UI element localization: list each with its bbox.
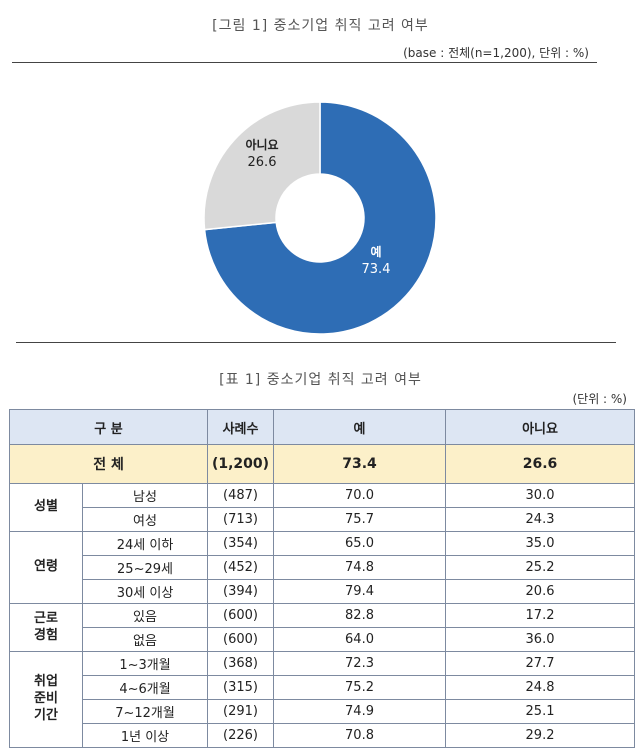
- slice-label-1: 아니요: [245, 137, 278, 152]
- row-category: 7~12개월: [81, 699, 209, 724]
- slice-label-0: 예: [370, 244, 381, 259]
- total-label: 전 체: [8, 444, 209, 484]
- row-no: 20.6: [445, 579, 636, 604]
- header-sample-size: 사례수: [207, 409, 275, 445]
- row-no: 25.2: [445, 555, 636, 580]
- row-category: 30세 이상: [81, 579, 209, 604]
- row-category: 4~6개월: [81, 675, 209, 700]
- row-sample-size: (354): [207, 531, 275, 556]
- donut-slice-0: [203, 101, 437, 335]
- table-row: 연령 24세 이하 (354) 65.0 35.0: [9, 531, 636, 604]
- total-row: 전 체 (1,200) 73.4 26.6: [8, 444, 636, 484]
- row-yes: 74.9: [273, 699, 447, 724]
- table-row: 4~6개월 (315) 75.2 24.8: [10, 675, 636, 700]
- table-row: 여성 (713) 75.7 24.3: [10, 507, 636, 532]
- row-sample-size: (315): [207, 675, 275, 700]
- results-table: 구 분 사례수 예 아니요 전 체 (1,200) 73.4 26.6 성별 남성…: [8, 409, 636, 748]
- row-no: 24.3: [445, 507, 636, 532]
- group-label: 연령: [9, 531, 83, 604]
- row-category: 남성: [81, 483, 209, 508]
- row-no: 29.2: [445, 723, 636, 748]
- slice-value-0: 73.4: [362, 262, 391, 277]
- table-title: [표 1] 중소기업 취직 고려 여부: [219, 372, 422, 388]
- donut-chart: 예 73.4 아니요 26.6: [203, 101, 437, 335]
- row-sample-size: (600): [207, 603, 275, 628]
- table-row: 1년 이상 (226) 70.8 29.2: [10, 723, 636, 748]
- table-row: 성별 남성 (487) 70.0 30.0: [9, 483, 636, 532]
- row-category: 여성: [81, 507, 209, 532]
- row-category: 25~29세: [81, 555, 209, 580]
- row-no: 24.8: [445, 675, 636, 700]
- header-no: 아니요: [445, 409, 636, 445]
- row-sample-size: (368): [207, 651, 275, 676]
- table-row: 근로 경험 있음 (600) 82.8 17.2: [9, 603, 636, 652]
- row-category: 1년 이상: [81, 723, 209, 748]
- row-sample-size: (394): [207, 579, 275, 604]
- row-yes: 74.8: [273, 555, 447, 580]
- total-yes: 73.4: [273, 444, 447, 484]
- header-yes: 예: [273, 409, 447, 445]
- row-no: 35.0: [445, 531, 636, 556]
- row-yes: 70.0: [273, 483, 447, 508]
- table-row: 25~29세 (452) 74.8 25.2: [10, 555, 636, 580]
- row-sample-size: (226): [207, 723, 275, 748]
- row-yes: 79.4: [273, 579, 447, 604]
- row-yes: 70.8: [273, 723, 447, 748]
- row-no: 25.1: [445, 699, 636, 724]
- row-no: 17.2: [445, 603, 636, 628]
- figure-top-rule: [12, 62, 597, 63]
- group-label: 근로 경험: [9, 603, 83, 652]
- table-row: 7~12개월 (291) 74.9 25.1: [10, 699, 636, 724]
- total-sample-size: (1,200): [207, 444, 275, 484]
- row-category: 24세 이하: [81, 531, 209, 556]
- row-no: 36.0: [445, 627, 636, 652]
- header-category: 구 분: [8, 409, 209, 445]
- group-label: 성별: [9, 483, 83, 532]
- row-category: 있음: [81, 603, 209, 628]
- row-category: 1~3개월: [81, 651, 209, 676]
- row-yes: 75.7: [273, 507, 447, 532]
- group-label: 취업 준비 기간: [9, 651, 83, 748]
- row-yes: 82.8: [273, 603, 447, 628]
- row-sample-size: (487): [207, 483, 275, 508]
- slice-value-1: 26.6: [248, 155, 277, 170]
- row-sample-size: (600): [207, 627, 275, 652]
- row-sample-size: (291): [207, 699, 275, 724]
- row-category: 없음: [81, 627, 209, 652]
- table-header-row: 구 분 사례수 예 아니요: [8, 409, 636, 445]
- row-sample-size: (452): [207, 555, 275, 580]
- row-no: 27.7: [445, 651, 636, 676]
- row-yes: 65.0: [273, 531, 447, 556]
- table-unit-note: (단위 : %): [572, 392, 627, 406]
- figure-bottom-rule: [16, 342, 616, 343]
- figure-title: [그림 1] 중소기업 취직 고려 여부: [212, 18, 429, 34]
- total-no: 26.6: [445, 444, 636, 484]
- row-yes: 72.3: [273, 651, 447, 676]
- table-row: 취업 준비 기간 1~3개월 (368) 72.3 27.7: [9, 651, 636, 748]
- row-yes: 64.0: [273, 627, 447, 652]
- row-yes: 75.2: [273, 675, 447, 700]
- donut-slice-1: [203, 101, 321, 231]
- row-no: 30.0: [445, 483, 636, 508]
- table-row: 없음 (600) 64.0 36.0: [10, 627, 636, 652]
- figure-base-note: (base : 전체(n=1,200), 단위 : %): [403, 46, 589, 60]
- table-row: 30세 이상 (394) 79.4 20.6: [10, 579, 636, 604]
- row-sample-size: (713): [207, 507, 275, 532]
